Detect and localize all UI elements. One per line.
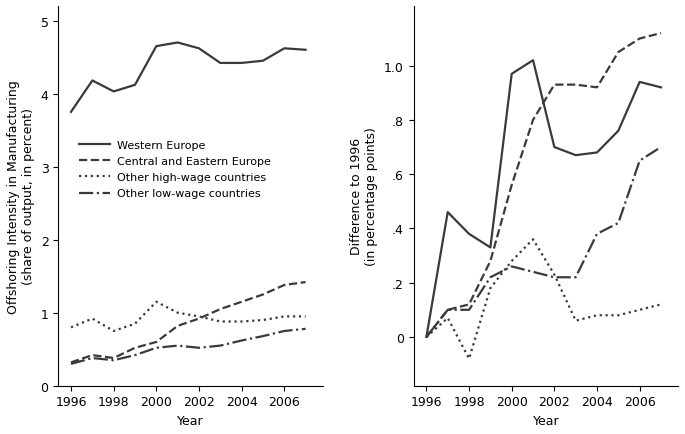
Central and Eastern Europe [216,307,225,312]
Line: Central and Eastern Europe: Central and Eastern Europe [71,283,306,362]
Other low-wage countries [67,362,75,367]
Other high-wage countries [301,314,310,319]
Line: Other low-wage countries: Other low-wage countries [71,329,306,364]
Other low-wage countries [173,343,182,349]
Other high-wage countries [259,318,267,323]
Western Europe [173,41,182,46]
Western Europe [110,89,118,95]
Central and Eastern Europe [110,355,118,361]
Other high-wage countries [110,329,118,334]
Y-axis label: Offshoring Intensity in Manufacturing
(share of output, in percent): Offshoring Intensity in Manufacturing (s… [7,80,35,313]
Other low-wage countries [259,334,267,339]
Other high-wage countries [131,321,139,326]
Other high-wage countries [67,325,75,330]
Line: Western Europe: Western Europe [71,43,306,112]
Western Europe [301,48,310,53]
Other high-wage countries [173,310,182,316]
Line: Other high-wage countries: Other high-wage countries [71,302,306,331]
Western Europe [280,46,288,52]
Other high-wage countries [238,319,246,324]
Other low-wage countries [110,358,118,363]
Other low-wage countries [152,345,160,351]
Central and Eastern Europe [88,353,97,358]
Y-axis label: Difference to 1996
(in percentage points): Difference to 1996 (in percentage points… [351,127,378,266]
Western Europe [67,110,75,115]
Other low-wage countries [238,338,246,343]
Central and Eastern Europe [259,292,267,297]
Other high-wage countries [88,316,97,322]
Other high-wage countries [280,314,288,319]
Central and Eastern Europe [301,280,310,285]
Western Europe [238,61,246,66]
Other high-wage countries [195,314,203,319]
Central and Eastern Europe [152,339,160,345]
Western Europe [195,46,203,52]
Central and Eastern Europe [280,283,288,288]
Western Europe [131,83,139,88]
Central and Eastern Europe [131,345,139,351]
Other low-wage countries [301,326,310,332]
Other low-wage countries [280,329,288,334]
Other low-wage countries [195,345,203,351]
Other low-wage countries [88,355,97,361]
Legend: Western Europe, Central and Eastern Europe, Other high-wage countries, Other low: Western Europe, Central and Eastern Euro… [75,136,275,204]
Other low-wage countries [131,353,139,358]
Western Europe [216,61,225,66]
Other high-wage countries [216,319,225,324]
X-axis label: Year: Year [177,414,203,427]
Central and Eastern Europe [238,299,246,305]
Western Europe [88,79,97,84]
Central and Eastern Europe [173,323,182,329]
Central and Eastern Europe [67,360,75,365]
Other low-wage countries [216,343,225,349]
Western Europe [152,44,160,49]
Western Europe [259,59,267,64]
X-axis label: Year: Year [532,414,559,427]
Central and Eastern Europe [195,316,203,322]
Other high-wage countries [152,299,160,305]
